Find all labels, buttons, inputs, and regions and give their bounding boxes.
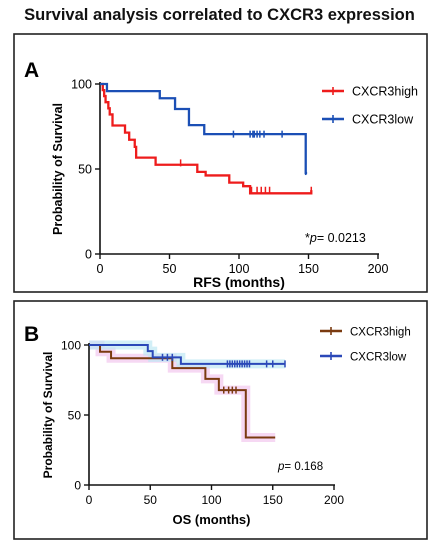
panel-b-y-axis-label: Probability of Survival bbox=[41, 352, 55, 479]
panel-b: B 0 50 100 150 200 0 50 100 OS (months) Probabilit… bbox=[24, 323, 411, 527]
panel-b-x-tick-label: 0 bbox=[86, 493, 93, 507]
panel-b-y-tick-label: 50 bbox=[68, 409, 82, 423]
panel-b-legend-label-0: CXCR3high bbox=[350, 327, 411, 339]
panel-a-x-tick-label: 100 bbox=[229, 262, 250, 276]
panel-b-frame bbox=[13, 300, 428, 540]
panel-b-x-tick-label: 200 bbox=[324, 493, 344, 507]
panel-b-x-axis-label: OS (months) bbox=[173, 512, 251, 527]
panel-b-legend-label-1: CXCR3low bbox=[350, 352, 407, 364]
panel-a-x-axis-label: RFS (months) bbox=[193, 274, 285, 290]
panel-b-y-tick-label: 0 bbox=[74, 479, 81, 493]
panel-b-x-tick-label: 50 bbox=[144, 493, 158, 507]
panel-a-x-tick-label: 150 bbox=[298, 262, 319, 276]
panel-a-frame bbox=[13, 33, 428, 293]
panel-a-series-line-1 bbox=[100, 82, 308, 175]
panel-a-y-axis-label: Probability of Survival bbox=[51, 103, 65, 235]
panel-a-x-tick-label: 0 bbox=[97, 262, 104, 276]
panel-a-legend-label-1: CXCR3low bbox=[352, 113, 414, 127]
panel-b-series-line-0 bbox=[89, 344, 276, 439]
panel-a-series-line-0 bbox=[100, 82, 313, 195]
panel-a-legend-label-0: CXCR3high bbox=[352, 85, 418, 99]
panel-a-x-tick-label: 200 bbox=[368, 262, 389, 276]
panel-b-p-value: p= 0.168 bbox=[277, 461, 323, 473]
figure-title: Survival analysis correlated to CXCR3 ex… bbox=[24, 6, 415, 24]
panel-a-label: A bbox=[24, 59, 39, 82]
panel-b-x-tick-label: 100 bbox=[201, 493, 221, 507]
panel-a-y-tick-label: 0 bbox=[85, 248, 92, 262]
panel-a-y-tick-label: 50 bbox=[78, 163, 92, 177]
panel-b-label: B bbox=[24, 323, 39, 346]
panel-b-y-tick-label: 100 bbox=[61, 339, 81, 353]
panel-a-p-value: *p= 0.0213 bbox=[305, 231, 366, 245]
panel-b-x-tick-label: 150 bbox=[263, 493, 283, 507]
panel-a-x-tick-label: 50 bbox=[163, 262, 177, 276]
panel-a-y-tick-label: 100 bbox=[71, 78, 92, 92]
panel-b-series-line-1 bbox=[89, 344, 285, 365]
